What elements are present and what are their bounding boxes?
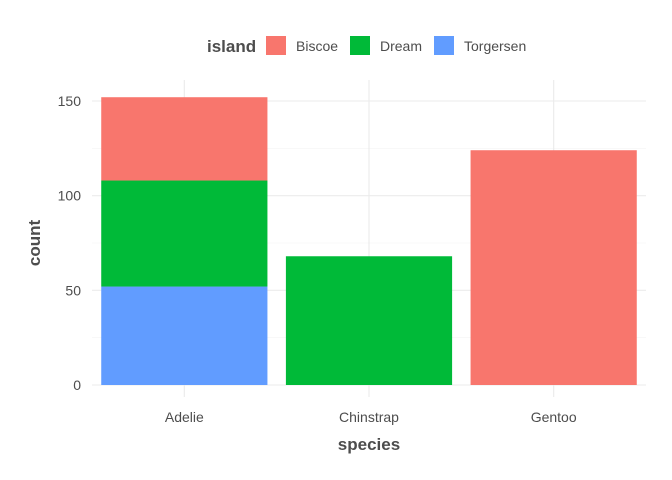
bar-adelie-torgersen: [101, 286, 268, 385]
y-tick-label: 50: [65, 282, 81, 298]
legend-item-torgersen: Torgersen: [434, 36, 526, 55]
bar-gentoo-biscoe: [470, 150, 637, 385]
legend-title: island: [207, 37, 256, 56]
y-tick-label: 150: [58, 93, 82, 109]
legend-swatch: [350, 36, 370, 55]
legend-label: Dream: [380, 38, 422, 54]
legend-label: Biscoe: [296, 38, 338, 54]
y-axis-ticks: 0 50 100 150: [58, 93, 82, 393]
y-tick-label: 0: [73, 377, 81, 393]
legend-item-biscoe: Biscoe: [266, 36, 338, 55]
x-tick-label: Adelie: [165, 409, 204, 425]
bar-adelie-biscoe: [101, 97, 268, 181]
bar-chinstrap-dream: [285, 256, 453, 385]
x-axis-title: species: [338, 435, 400, 454]
bars: [101, 97, 637, 385]
legend-item-dream: Dream: [350, 36, 422, 55]
legend-swatch: [266, 36, 286, 55]
y-tick-label: 100: [58, 188, 82, 204]
legend-label: Torgersen: [464, 38, 526, 54]
bar-adelie-dream: [101, 180, 268, 287]
y-axis-title: count: [25, 220, 44, 267]
legend: island Biscoe Dream Torgersen: [207, 36, 526, 56]
x-axis-ticks: Adelie Chinstrap Gentoo: [165, 409, 577, 425]
x-tick-label: Gentoo: [531, 409, 577, 425]
legend-swatch: [434, 36, 454, 55]
x-tick-label: Chinstrap: [339, 409, 399, 425]
